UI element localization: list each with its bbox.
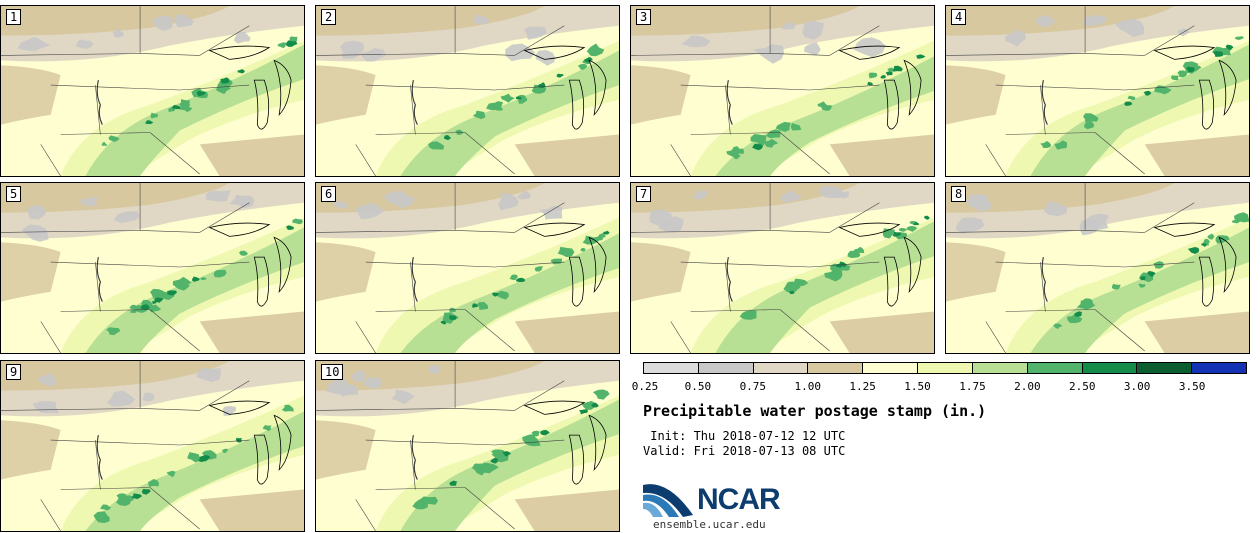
colorbar-segment (698, 363, 754, 373)
colorbar-segment (1027, 363, 1083, 373)
postage-stamp-member-3: 3 (630, 5, 935, 177)
colorbar-tick-label: 0.75 (739, 380, 767, 393)
logo-url: ensemble.ucar.edu (653, 518, 766, 531)
colorbar-tick-label: 3.50 (1178, 380, 1206, 393)
logo-text: NCAR (697, 483, 781, 516)
postage-stamp-member-6: 6 (315, 182, 620, 354)
member-number: 7 (636, 186, 652, 202)
ncar-logo-icon (643, 484, 693, 517)
precip-water-map (316, 361, 619, 531)
init-time: Init: Thu 2018-07-12 12 UTC (643, 429, 846, 443)
precip-water-map (1, 183, 304, 353)
colorbar-tick-label: 3.00 (1123, 380, 1151, 393)
member-number: 10 (321, 364, 344, 380)
postage-stamp-member-7: 7 (630, 182, 935, 354)
postage-stamp-member-2: 2 (315, 5, 620, 177)
postage-stamp-member-4: 4 (945, 5, 1250, 177)
colorbar-tick-label: 0.50 (684, 380, 712, 393)
precip-water-map (316, 183, 619, 353)
postage-stamp-member-10: 10 (315, 360, 620, 532)
precip-water-map (1, 6, 304, 176)
chart-title: Precipitable water postage stamp (in.) (643, 402, 987, 420)
member-number: 3 (636, 9, 652, 25)
colorbar-segment (1137, 363, 1193, 373)
colorbar-segment (644, 363, 699, 373)
colorbar-segment (972, 363, 1028, 373)
colorbar-tick-label: 2.00 (1014, 380, 1041, 393)
colorbar-segment (808, 363, 864, 373)
colorbar-segment (1192, 363, 1246, 373)
member-number: 2 (321, 9, 337, 25)
colorbar-segment (753, 363, 809, 373)
colorbar (643, 362, 1247, 374)
colorbar-segment (863, 363, 919, 373)
member-number: 1 (6, 9, 22, 25)
precip-water-map (316, 6, 619, 176)
colorbar-tick-label: 1.25 (849, 380, 876, 393)
precip-water-map (1, 361, 304, 531)
member-number: 9 (6, 364, 22, 380)
colorbar-tick-label: 1.75 (959, 380, 986, 393)
postage-stamp-member-9: 9 (0, 360, 305, 532)
colorbar-tick-label: 1.50 (904, 380, 931, 393)
colorbar-tick-label: 1.00 (794, 380, 821, 393)
postage-stamp-member-1: 1 (0, 5, 305, 177)
member-number: 4 (951, 9, 967, 25)
precip-water-map (631, 183, 934, 353)
valid-time: Valid: Fri 2018-07-13 08 UTC (643, 444, 846, 458)
precip-water-map (946, 183, 1249, 353)
colorbar-segment (1082, 363, 1138, 373)
colorbar-segment (918, 363, 973, 373)
colorbar-tick-label: 0.25 (631, 380, 659, 393)
member-number: 6 (321, 186, 337, 202)
postage-stamp-member-5: 5 (0, 182, 305, 354)
postage-stamp-member-8: 8 (945, 182, 1250, 354)
member-number: 8 (951, 186, 967, 202)
colorbar-tick-label: 2.50 (1069, 380, 1096, 393)
precip-water-map (631, 6, 934, 176)
precip-water-map (946, 6, 1249, 176)
member-number: 5 (6, 186, 22, 202)
